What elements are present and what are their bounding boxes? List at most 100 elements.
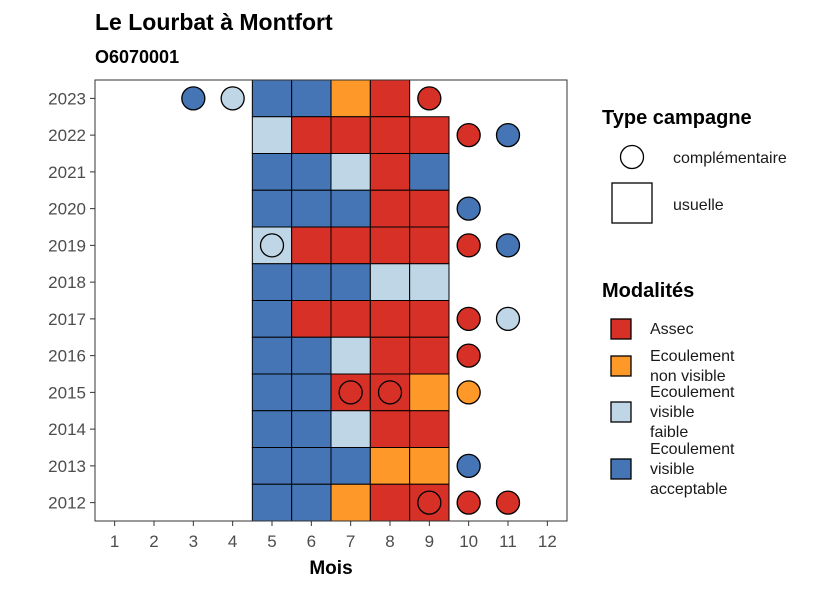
tile-2019-9 — [409, 226, 450, 265]
tile-2017-7 — [330, 300, 371, 338]
chart-subtitle: O6070001 — [95, 47, 179, 67]
legend-label-accept: acceptable — [650, 481, 727, 498]
point-2023-3 — [181, 86, 206, 111]
x-tick-label: 5 — [267, 532, 276, 551]
y-tick-label: 2023 — [48, 89, 86, 108]
point-2019-10 — [456, 233, 481, 258]
legend-key-accept — [610, 458, 632, 480]
point-2017-11 — [495, 306, 521, 332]
tile-2016-6 — [291, 336, 332, 375]
tile-2012-6 — [291, 483, 332, 522]
tile-2022-7 — [330, 116, 371, 154]
x-axis-label: Mois — [309, 558, 352, 579]
legend-label-accept: visible — [650, 461, 695, 478]
legend-label-assec: Assec — [650, 321, 694, 338]
y-tick-label: 2014 — [48, 420, 86, 439]
point-2015-7 — [338, 380, 363, 405]
legend-square-key — [611, 182, 653, 224]
x-tick-label: 4 — [228, 532, 237, 551]
y-tick-label: 2015 — [48, 383, 86, 402]
point-2023-9 — [417, 86, 442, 111]
x-tick-label: 3 — [189, 532, 198, 551]
tile-2014-6 — [291, 410, 332, 448]
tile-2013-6 — [291, 447, 332, 485]
y-tick-label: 2018 — [48, 273, 86, 292]
point-2015-8 — [377, 380, 403, 405]
tile-2013-5 — [251, 447, 293, 485]
y-axis: 2012 2013 2014 2015 2016 2017 2018 2019 2020 2021… — [48, 89, 95, 513]
legend-color-title: Modalités — [602, 280, 694, 302]
tile-2019-7 — [330, 226, 371, 265]
tile-2017-9 — [409, 300, 450, 338]
tile-2018-6 — [291, 263, 332, 301]
tile-2022-8 — [369, 116, 411, 154]
chart-title: Le Lourbat à Montfort — [95, 9, 333, 35]
tile-2013-8 — [369, 447, 411, 485]
x-tick-label: 11 — [499, 532, 517, 551]
tile-2020-8 — [369, 189, 411, 228]
tile-2014-9 — [409, 410, 450, 448]
point-2019-5 — [259, 233, 285, 258]
legend-label-faible: Ecoulement — [650, 384, 735, 401]
y-tick-label: 2020 — [48, 200, 86, 219]
tile-2022-6 — [291, 116, 332, 154]
point-2017-10 — [456, 306, 481, 332]
point-2013-10 — [456, 453, 481, 479]
tile-2013-7 — [330, 447, 371, 485]
legend-label-faible: faible — [650, 424, 688, 441]
tile-2014-5 — [251, 410, 293, 448]
y-tick-label: 2016 — [48, 347, 86, 366]
tile-2020-9 — [409, 189, 450, 228]
x-tick-label: 2 — [149, 532, 158, 551]
tile-2020-6 — [291, 189, 332, 228]
tile-2012-8 — [369, 483, 411, 522]
tile-2018-7 — [330, 263, 371, 301]
x-tick-label: 6 — [307, 532, 316, 551]
tile-2023-5 — [251, 79, 293, 118]
x-axis: 1 2 3 4 5 6 7 8 9 10 11 12 — [110, 521, 557, 551]
y-tick-label: 2012 — [48, 494, 86, 513]
point-2015-10 — [456, 380, 481, 405]
tile-2015-9 — [409, 373, 450, 412]
tile-2014-8 — [369, 410, 411, 448]
point-2019-11 — [495, 233, 521, 258]
y-tick-label: 2019 — [48, 236, 86, 255]
tile-2017-8 — [369, 300, 411, 338]
tile-2016-9 — [409, 336, 450, 375]
tile-2020-7 — [330, 189, 371, 228]
tile-2016-5 — [251, 336, 293, 375]
y-tick-label: 2022 — [48, 126, 86, 145]
tile-2012-5 — [251, 483, 293, 522]
x-tick-label: 9 — [425, 532, 434, 551]
tile-2022-5 — [251, 116, 293, 154]
y-tick-label: 2017 — [48, 310, 86, 329]
tile-2021-7 — [330, 153, 371, 191]
legend-key-nonvis — [610, 355, 632, 377]
x-tick-label: 1 — [110, 532, 119, 551]
tile-2015-5 — [251, 373, 293, 412]
point-2022-10 — [456, 122, 481, 148]
legend-shape-title: Type campagne — [602, 107, 752, 129]
tile-2018-8 — [369, 263, 411, 301]
tile-2023-7 — [330, 79, 371, 118]
tile-2016-8 — [369, 336, 411, 375]
tile-2017-6 — [291, 300, 332, 338]
tile-2021-9 — [409, 153, 450, 191]
x-tick-label: 10 — [459, 532, 478, 551]
tile-2020-5 — [251, 189, 293, 228]
point-2022-11 — [495, 122, 521, 148]
legend-label-nonvis: non visible — [650, 368, 726, 385]
plot-border — [94, 79, 568, 522]
point-2023-4 — [220, 86, 245, 111]
legend-key-faible — [610, 401, 632, 423]
tile-2021-8 — [369, 153, 411, 191]
point-2012-9 — [417, 490, 442, 515]
point-layer — [181, 86, 521, 515]
tile-2019-6 — [291, 226, 332, 265]
tile-2018-9 — [409, 263, 450, 301]
x-tick-label: 7 — [346, 532, 355, 551]
tile-2014-7 — [330, 410, 371, 448]
legend-shape-label: usuelle — [673, 197, 724, 214]
legend-label-accept: Ecoulement — [650, 441, 735, 458]
